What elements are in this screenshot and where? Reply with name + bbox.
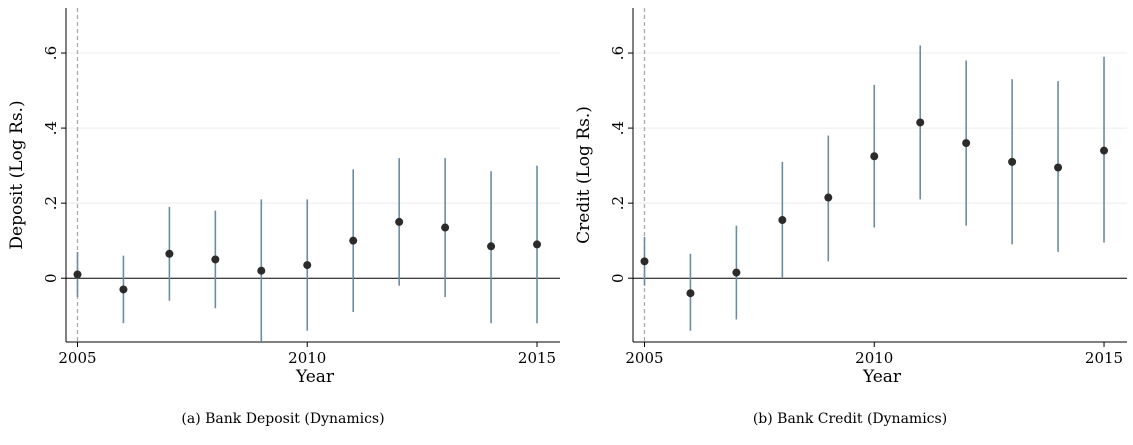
credit-point-2012 bbox=[962, 139, 971, 148]
deposit-point-2005 bbox=[73, 270, 82, 279]
credit-y-tick-label-3: .6 bbox=[609, 46, 627, 60]
credit-chart: 0 .2 .4 .6 2005 2010 2015 Year Credit (Log Rs.) bbox=[574, 8, 1127, 387]
credit-y-tick-label-2: .4 bbox=[609, 121, 627, 135]
deposit-point-2008 bbox=[211, 255, 220, 264]
deposit-point-2011 bbox=[349, 236, 358, 245]
credit-x-tick-label-2: 2015 bbox=[1085, 349, 1123, 367]
deposit-y-tick-label-3: .6 bbox=[42, 46, 60, 60]
credit-point-2011 bbox=[916, 118, 925, 127]
credit-y-tick-label-1: .2 bbox=[609, 196, 627, 210]
credit-point-2013 bbox=[1008, 157, 1017, 166]
credit-point-2006 bbox=[686, 289, 695, 298]
credit-y-tick-label-0: 0 bbox=[609, 273, 627, 283]
credit-x-tick-label-0: 2005 bbox=[625, 349, 663, 367]
deposit-chart-caption: (a) Bank Deposit (Dynamics) bbox=[181, 411, 385, 427]
credit-y-axis-title: Credit (Log Rs.) bbox=[574, 106, 594, 244]
deposit-y-axis-title: Deposit (Log Rs.) bbox=[7, 100, 27, 249]
credit-point-2005 bbox=[640, 257, 649, 266]
chart-panel-credit: 0.2.4.6 2005 2010 2015 Year Credit (Log Rs.) … bbox=[567, 0, 1133, 445]
deposit-point-2007 bbox=[165, 249, 174, 258]
deposit-x-tick-label-1: 2010 bbox=[288, 349, 326, 367]
deposit-point-2009 bbox=[257, 266, 266, 275]
credit-point-2008 bbox=[778, 216, 787, 225]
deposit-point-2014 bbox=[487, 242, 496, 251]
credit-point-2007 bbox=[732, 268, 741, 277]
deposit-y-tick-label-1: .2 bbox=[42, 196, 60, 210]
deposit-point-2015 bbox=[533, 240, 542, 249]
deposit-point-2012 bbox=[395, 217, 404, 226]
credit-point-2014 bbox=[1054, 163, 1063, 172]
deposit-x-tick-label-2: 2015 bbox=[518, 349, 556, 367]
credit-x-axis-title: Year bbox=[862, 367, 902, 387]
deposit-point-2010 bbox=[303, 261, 312, 270]
credit-point-2010 bbox=[870, 152, 879, 161]
deposit-y-tick-label-2: .4 bbox=[42, 121, 60, 135]
credit-point-2015 bbox=[1100, 146, 1109, 155]
credit-chart-caption: (b) Bank Credit (Dynamics) bbox=[752, 411, 948, 427]
deposit-point-2013 bbox=[441, 223, 450, 232]
deposit-point-2006 bbox=[119, 285, 128, 294]
chart-panel-deposit: 0 .2 .4 .6 2005 2010 2015 Year Deposit (Log Rs.)… bbox=[0, 0, 566, 445]
deposit-x-axis-title: Year bbox=[295, 367, 335, 387]
deposit-x-tick-label-0: 2005 bbox=[58, 349, 96, 367]
deposit-y-tick-label-0: 0 bbox=[42, 273, 60, 283]
deposit-chart: 0 .2 .4 .6 2005 2010 2015 Year Deposit (Log Rs.) bbox=[7, 8, 560, 387]
credit-point-2009 bbox=[824, 193, 833, 202]
credit-x-tick-label-1: 2010 bbox=[855, 349, 893, 367]
